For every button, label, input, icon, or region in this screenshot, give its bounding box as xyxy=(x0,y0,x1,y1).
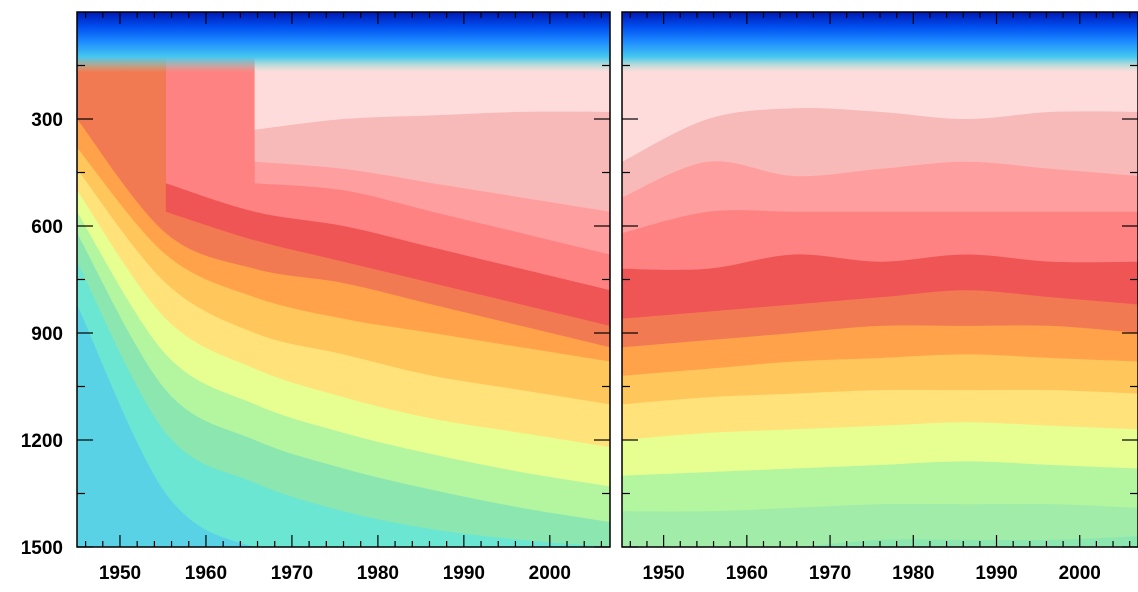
x-tick-label: 1950 xyxy=(99,563,141,584)
x-tick-label: 1960 xyxy=(185,563,227,584)
x-tick-label: 1980 xyxy=(357,563,399,584)
y-tick-label: 900 xyxy=(31,324,63,345)
x-tick-label: 1950 xyxy=(642,563,684,584)
x-tick-label: 1970 xyxy=(271,563,313,584)
y-tick-label: 600 xyxy=(31,217,63,238)
x-tick-label: 1970 xyxy=(809,563,851,584)
y-tick-label: 1500 xyxy=(21,538,63,559)
x-axis: 1950 1960 1970 1980 1990 2000 xyxy=(629,12,1131,584)
x-tick-label: 1960 xyxy=(726,563,768,584)
x-tick-label: 1980 xyxy=(892,563,934,584)
y-axis: 300 600 900 1200 1500 xyxy=(21,64,610,559)
x-tick-label: 2000 xyxy=(529,563,571,584)
x-axis: 1950 1960 1970 1980 1990 2000 xyxy=(84,12,603,584)
y-axis xyxy=(622,64,1138,548)
y-tick-label: 1200 xyxy=(21,431,63,452)
right-panel: 1950 1960 1970 1980 1990 2000 xyxy=(621,11,1138,584)
y-tick-label: 300 xyxy=(31,110,63,131)
x-tick-label: 1990 xyxy=(443,563,485,584)
surface-layer xyxy=(77,12,610,72)
surface-layer xyxy=(622,12,1138,72)
x-tick-label: 1990 xyxy=(975,563,1017,584)
left-panel: 1950 1960 1970 1980 1990 2000 300 600 900 1200 150… xyxy=(21,11,611,584)
x-tick-label: 2000 xyxy=(1059,563,1101,584)
